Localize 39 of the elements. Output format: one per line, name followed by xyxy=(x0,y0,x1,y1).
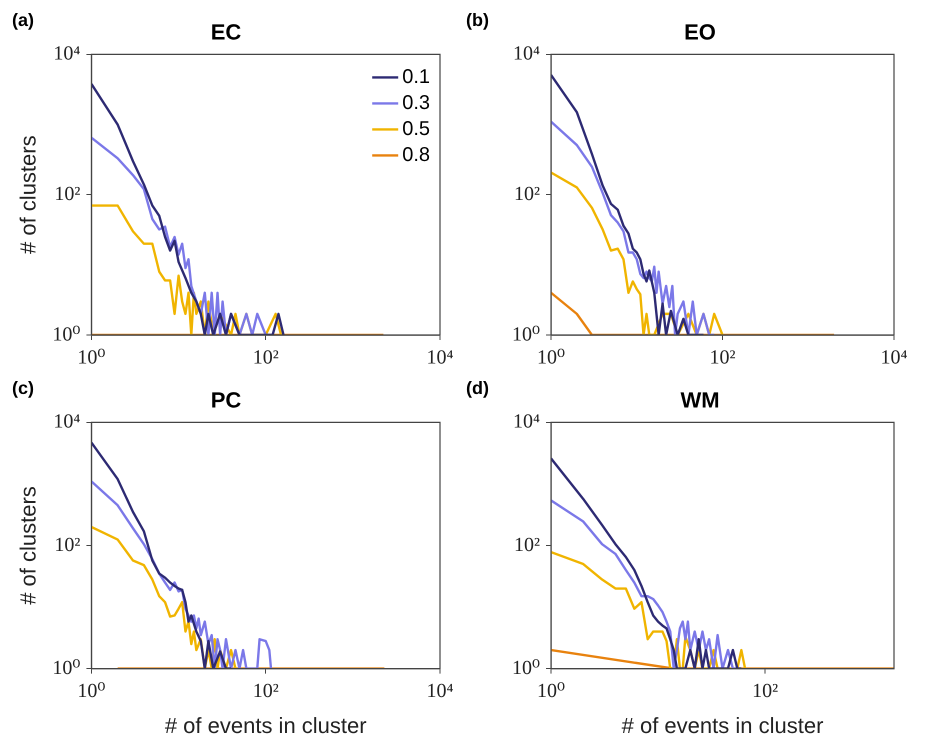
text: (a) xyxy=(12,10,34,30)
chart-title: EO xyxy=(684,19,716,44)
chart-title: EC xyxy=(210,19,242,44)
text: (c) xyxy=(12,378,34,398)
x-axis-title: # of events in cluster xyxy=(164,712,367,738)
y-tick-label: 10⁴ xyxy=(53,42,80,65)
x-tick-label: 10⁰ xyxy=(77,346,106,368)
y-tick-label: 10² xyxy=(514,534,540,556)
y-tick-label: 10⁴ xyxy=(513,42,540,65)
legend-label: 0.1 xyxy=(402,66,430,88)
y-tick-label: 10² xyxy=(54,182,80,205)
x-tick-label: 10⁰ xyxy=(77,680,106,702)
x-tick-label: 10² xyxy=(252,346,279,368)
y-axis-title: # of clusters xyxy=(15,486,40,605)
x-axis-title: # of events in cluster xyxy=(622,712,824,738)
y-tick-label: 10⁴ xyxy=(513,410,540,433)
y-tick-label: 10² xyxy=(54,534,80,556)
x-tick-label: 10² xyxy=(252,680,279,702)
y-tick-label: 10⁴ xyxy=(53,410,80,433)
y-tick-label: 10⁰ xyxy=(512,656,540,679)
x-tick-label: 10⁴ xyxy=(880,346,908,368)
y-tick-label: 10⁰ xyxy=(52,656,80,679)
text: (d) xyxy=(466,378,489,398)
legend-label: 0.5 xyxy=(402,118,430,140)
chart-title: WM xyxy=(680,387,720,412)
y-tick-label: 10⁰ xyxy=(52,323,80,346)
y-tick-label: 10² xyxy=(514,182,540,205)
x-tick-label: 10² xyxy=(752,680,778,702)
x-tick-label: 10⁴ xyxy=(426,346,454,368)
text: (b) xyxy=(466,10,489,30)
x-tick-label: 10⁰ xyxy=(537,346,566,368)
legend-label: 0.8 xyxy=(402,144,430,166)
x-tick-label: 10² xyxy=(710,346,736,368)
legend-label: 0.3 xyxy=(402,92,430,114)
chart-title: PC xyxy=(210,387,242,412)
y-tick-label: 10⁰ xyxy=(512,323,540,346)
y-axis-title: # of clusters xyxy=(15,135,40,254)
x-tick-label: 10⁰ xyxy=(537,680,566,702)
x-tick-label: 10⁴ xyxy=(426,680,454,702)
